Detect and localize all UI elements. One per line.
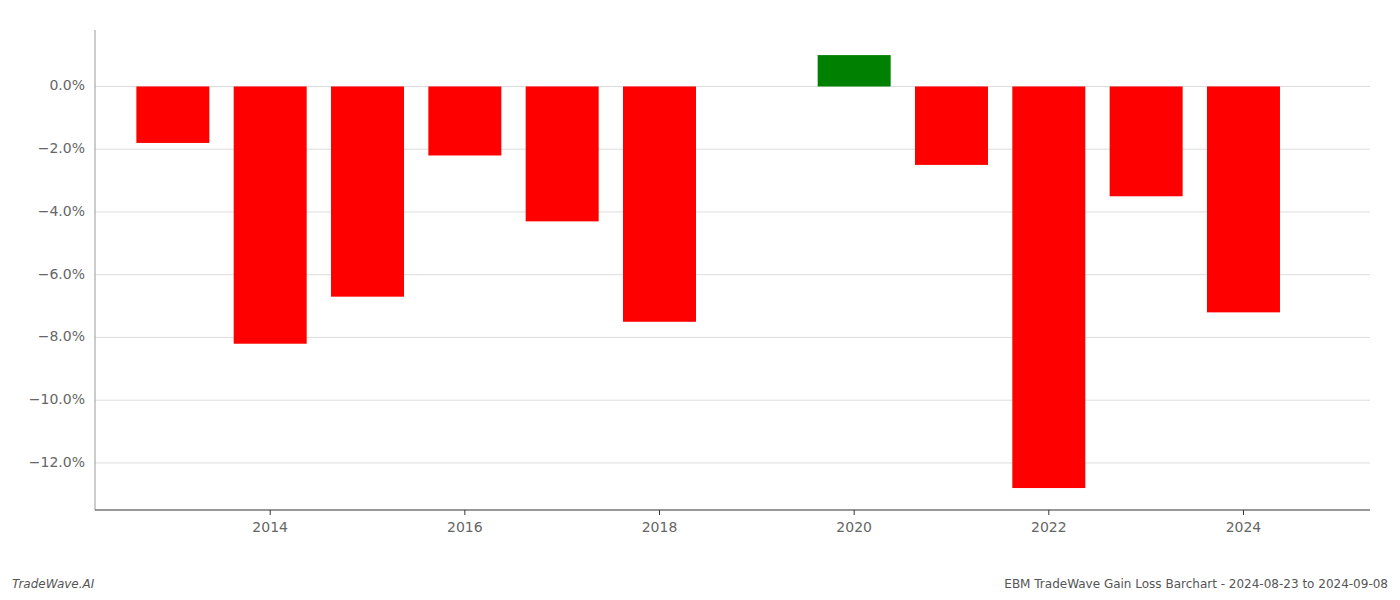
bar bbox=[1012, 86, 1085, 488]
y-tick-label: −10.0% bbox=[29, 391, 85, 407]
x-axis-line bbox=[95, 509, 1370, 510]
y-tick-label: −4.0% bbox=[38, 203, 85, 219]
x-tick-label: 2016 bbox=[447, 519, 483, 535]
x-tick-label: 2024 bbox=[1226, 519, 1262, 535]
bar bbox=[331, 86, 404, 296]
y-tick-labels: 0.0% −2.0% −4.0% −6.0% −8.0% −10.0% −12.0% bbox=[29, 77, 85, 469]
bar bbox=[915, 86, 988, 164]
y-grid bbox=[95, 86, 1370, 462]
footer-left: TradeWave.AI bbox=[12, 577, 95, 591]
bar bbox=[526, 86, 599, 221]
grid-line bbox=[95, 400, 1370, 401]
bar bbox=[720, 86, 793, 87]
y-tick-label: 0.0% bbox=[49, 77, 85, 93]
x-tick bbox=[1243, 510, 1244, 515]
bars bbox=[136, 55, 1280, 488]
bar bbox=[136, 86, 209, 142]
bar bbox=[1207, 86, 1280, 312]
grid-line bbox=[95, 462, 1370, 463]
x-tick bbox=[659, 510, 660, 515]
axes bbox=[95, 30, 1370, 510]
x-tick bbox=[464, 510, 465, 515]
chart-svg: 0.0% −2.0% −4.0% −6.0% −8.0% −10.0% −12.0% 2014… bbox=[0, 0, 1400, 600]
bar bbox=[428, 86, 501, 155]
x-tick bbox=[1048, 510, 1049, 515]
y-tick-label: −6.0% bbox=[38, 266, 85, 282]
bar bbox=[234, 86, 307, 343]
footer: TradeWave.AI EBM TradeWave Gain Loss Barc… bbox=[12, 577, 1388, 591]
x-tick-label: 2020 bbox=[836, 519, 872, 535]
bar bbox=[818, 55, 891, 86]
footer-right: EBM TradeWave Gain Loss Barchart - 2024-… bbox=[1004, 577, 1388, 591]
bar bbox=[623, 86, 696, 321]
x-tick-label: 2022 bbox=[1031, 519, 1067, 535]
y-tick-label: −12.0% bbox=[29, 454, 85, 470]
y-tick-label: −8.0% bbox=[38, 328, 85, 344]
y-axis-line bbox=[95, 30, 96, 510]
chart-container: 0.0% −2.0% −4.0% −6.0% −8.0% −10.0% −12.0% 2014… bbox=[0, 0, 1400, 600]
x-tick-labels: 2014 2016 2018 2020 2022 2024 bbox=[252, 510, 1261, 535]
x-tick bbox=[854, 510, 855, 515]
x-tick bbox=[270, 510, 271, 515]
y-tick-label: −2.0% bbox=[38, 140, 85, 156]
background bbox=[0, 0, 1400, 600]
bar bbox=[1110, 86, 1183, 196]
x-tick-label: 2014 bbox=[252, 519, 288, 535]
x-tick-label: 2018 bbox=[642, 519, 678, 535]
